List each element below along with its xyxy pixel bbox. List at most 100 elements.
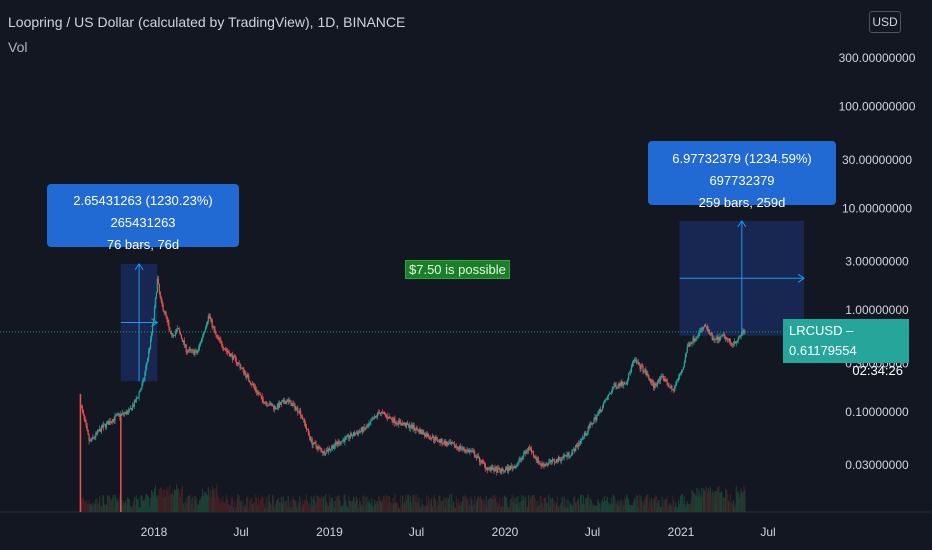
volume-bar	[290, 499, 292, 512]
candle-body	[348, 435, 350, 439]
volume-bar	[718, 486, 720, 512]
volume-bar	[208, 496, 210, 512]
candle-body	[207, 315, 209, 322]
volume-bar	[144, 499, 146, 512]
volume-bar	[457, 499, 459, 512]
volume-bar	[195, 500, 197, 512]
volume-bar	[218, 497, 220, 512]
candle-body	[81, 406, 83, 411]
volume-bar	[645, 496, 647, 512]
candle-body	[741, 333, 743, 336]
candle-body	[552, 459, 555, 460]
volume-bar	[149, 506, 151, 512]
volume-bar	[220, 499, 222, 512]
candle-body	[677, 379, 679, 382]
candle-body	[371, 420, 373, 421]
text-annotation[interactable]: $7.50 is possible	[405, 260, 510, 279]
volume-bar	[312, 498, 314, 512]
candle-body	[615, 385, 617, 388]
candle-body	[245, 373, 247, 378]
x-tick-label: Jul	[233, 525, 248, 539]
candle-body	[537, 457, 539, 464]
volume-bar	[167, 486, 169, 512]
volume-bar	[531, 495, 534, 512]
candle-body	[306, 428, 308, 430]
candle-body	[556, 459, 559, 462]
volume-bar	[523, 495, 525, 512]
candle-body	[655, 385, 658, 387]
volume-bar	[603, 495, 606, 512]
candle-body	[384, 413, 386, 416]
measure-tooltip-right: 6.97732379 (1234.59%) 697732379 259 bars…	[648, 141, 836, 210]
volume-bar	[676, 506, 678, 512]
candle-body	[535, 458, 537, 461]
volume-bar	[236, 498, 238, 512]
volume-bar	[582, 495, 584, 512]
candle-body	[577, 443, 580, 447]
candle-body	[274, 406, 276, 410]
candle-body	[413, 424, 415, 429]
volume-bar	[738, 497, 740, 512]
candle-body	[569, 456, 571, 457]
y-tick-label: 1.00000000	[845, 303, 909, 317]
candle-body	[318, 446, 320, 448]
candle-body	[481, 460, 484, 462]
candle-body	[110, 421, 112, 423]
volume-bar	[303, 499, 306, 512]
candle-body	[326, 449, 328, 454]
volume-bar	[197, 504, 199, 512]
candle-body	[734, 341, 736, 344]
candle-body	[368, 423, 370, 426]
volume-bar	[483, 500, 485, 512]
volume-bar	[252, 502, 255, 512]
volume-bar	[385, 494, 387, 512]
volume-bar	[315, 504, 317, 512]
volume-bar	[326, 502, 328, 512]
candle-body	[727, 338, 729, 340]
volume-bar	[660, 507, 662, 512]
candle-body	[732, 343, 735, 345]
volume-bar	[721, 491, 723, 512]
x-tick-label: 2019	[316, 525, 343, 539]
volume-bar	[396, 502, 398, 512]
volume-bar	[229, 506, 232, 512]
candle-body	[551, 460, 553, 463]
volume-bar	[592, 504, 594, 512]
candle-body	[726, 337, 728, 339]
volume-bar	[194, 496, 196, 512]
volume-bar	[543, 497, 545, 512]
currency-button[interactable]: USD	[869, 11, 901, 33]
candle-body	[95, 432, 97, 438]
volume-bar	[702, 495, 704, 512]
candle-body	[258, 393, 260, 395]
measure-tooltip-left: 2.65431263 (1230.23%) 265431263 76 bars,…	[47, 184, 239, 252]
volume-bar	[234, 507, 236, 512]
volume-bar	[278, 502, 281, 512]
candle-body	[620, 381, 622, 387]
volume-bar	[545, 496, 547, 512]
volume-bar	[240, 500, 242, 512]
candle-body	[140, 388, 142, 391]
candle-body	[138, 392, 140, 397]
candle-body	[707, 329, 710, 331]
chart-title: Loopring / US Dollar (calculated by Trad…	[8, 14, 406, 30]
volume-bar	[275, 503, 277, 512]
volume-bar	[83, 501, 85, 512]
volume-bar	[140, 495, 142, 512]
volume-bar	[734, 503, 736, 512]
volume-bar	[102, 495, 105, 512]
volume-bar	[260, 498, 262, 512]
volume-bar	[154, 485, 157, 512]
volume-bar	[170, 494, 172, 512]
candle-body	[249, 380, 251, 383]
candle-body	[397, 423, 399, 425]
candle-body	[165, 311, 167, 316]
volume-bar	[231, 497, 233, 512]
candle-body	[599, 409, 601, 412]
candle-body	[188, 349, 190, 352]
volume-bar	[589, 498, 591, 512]
y-tick-label: 0.03000000	[845, 458, 909, 472]
volume-bar	[626, 494, 628, 512]
